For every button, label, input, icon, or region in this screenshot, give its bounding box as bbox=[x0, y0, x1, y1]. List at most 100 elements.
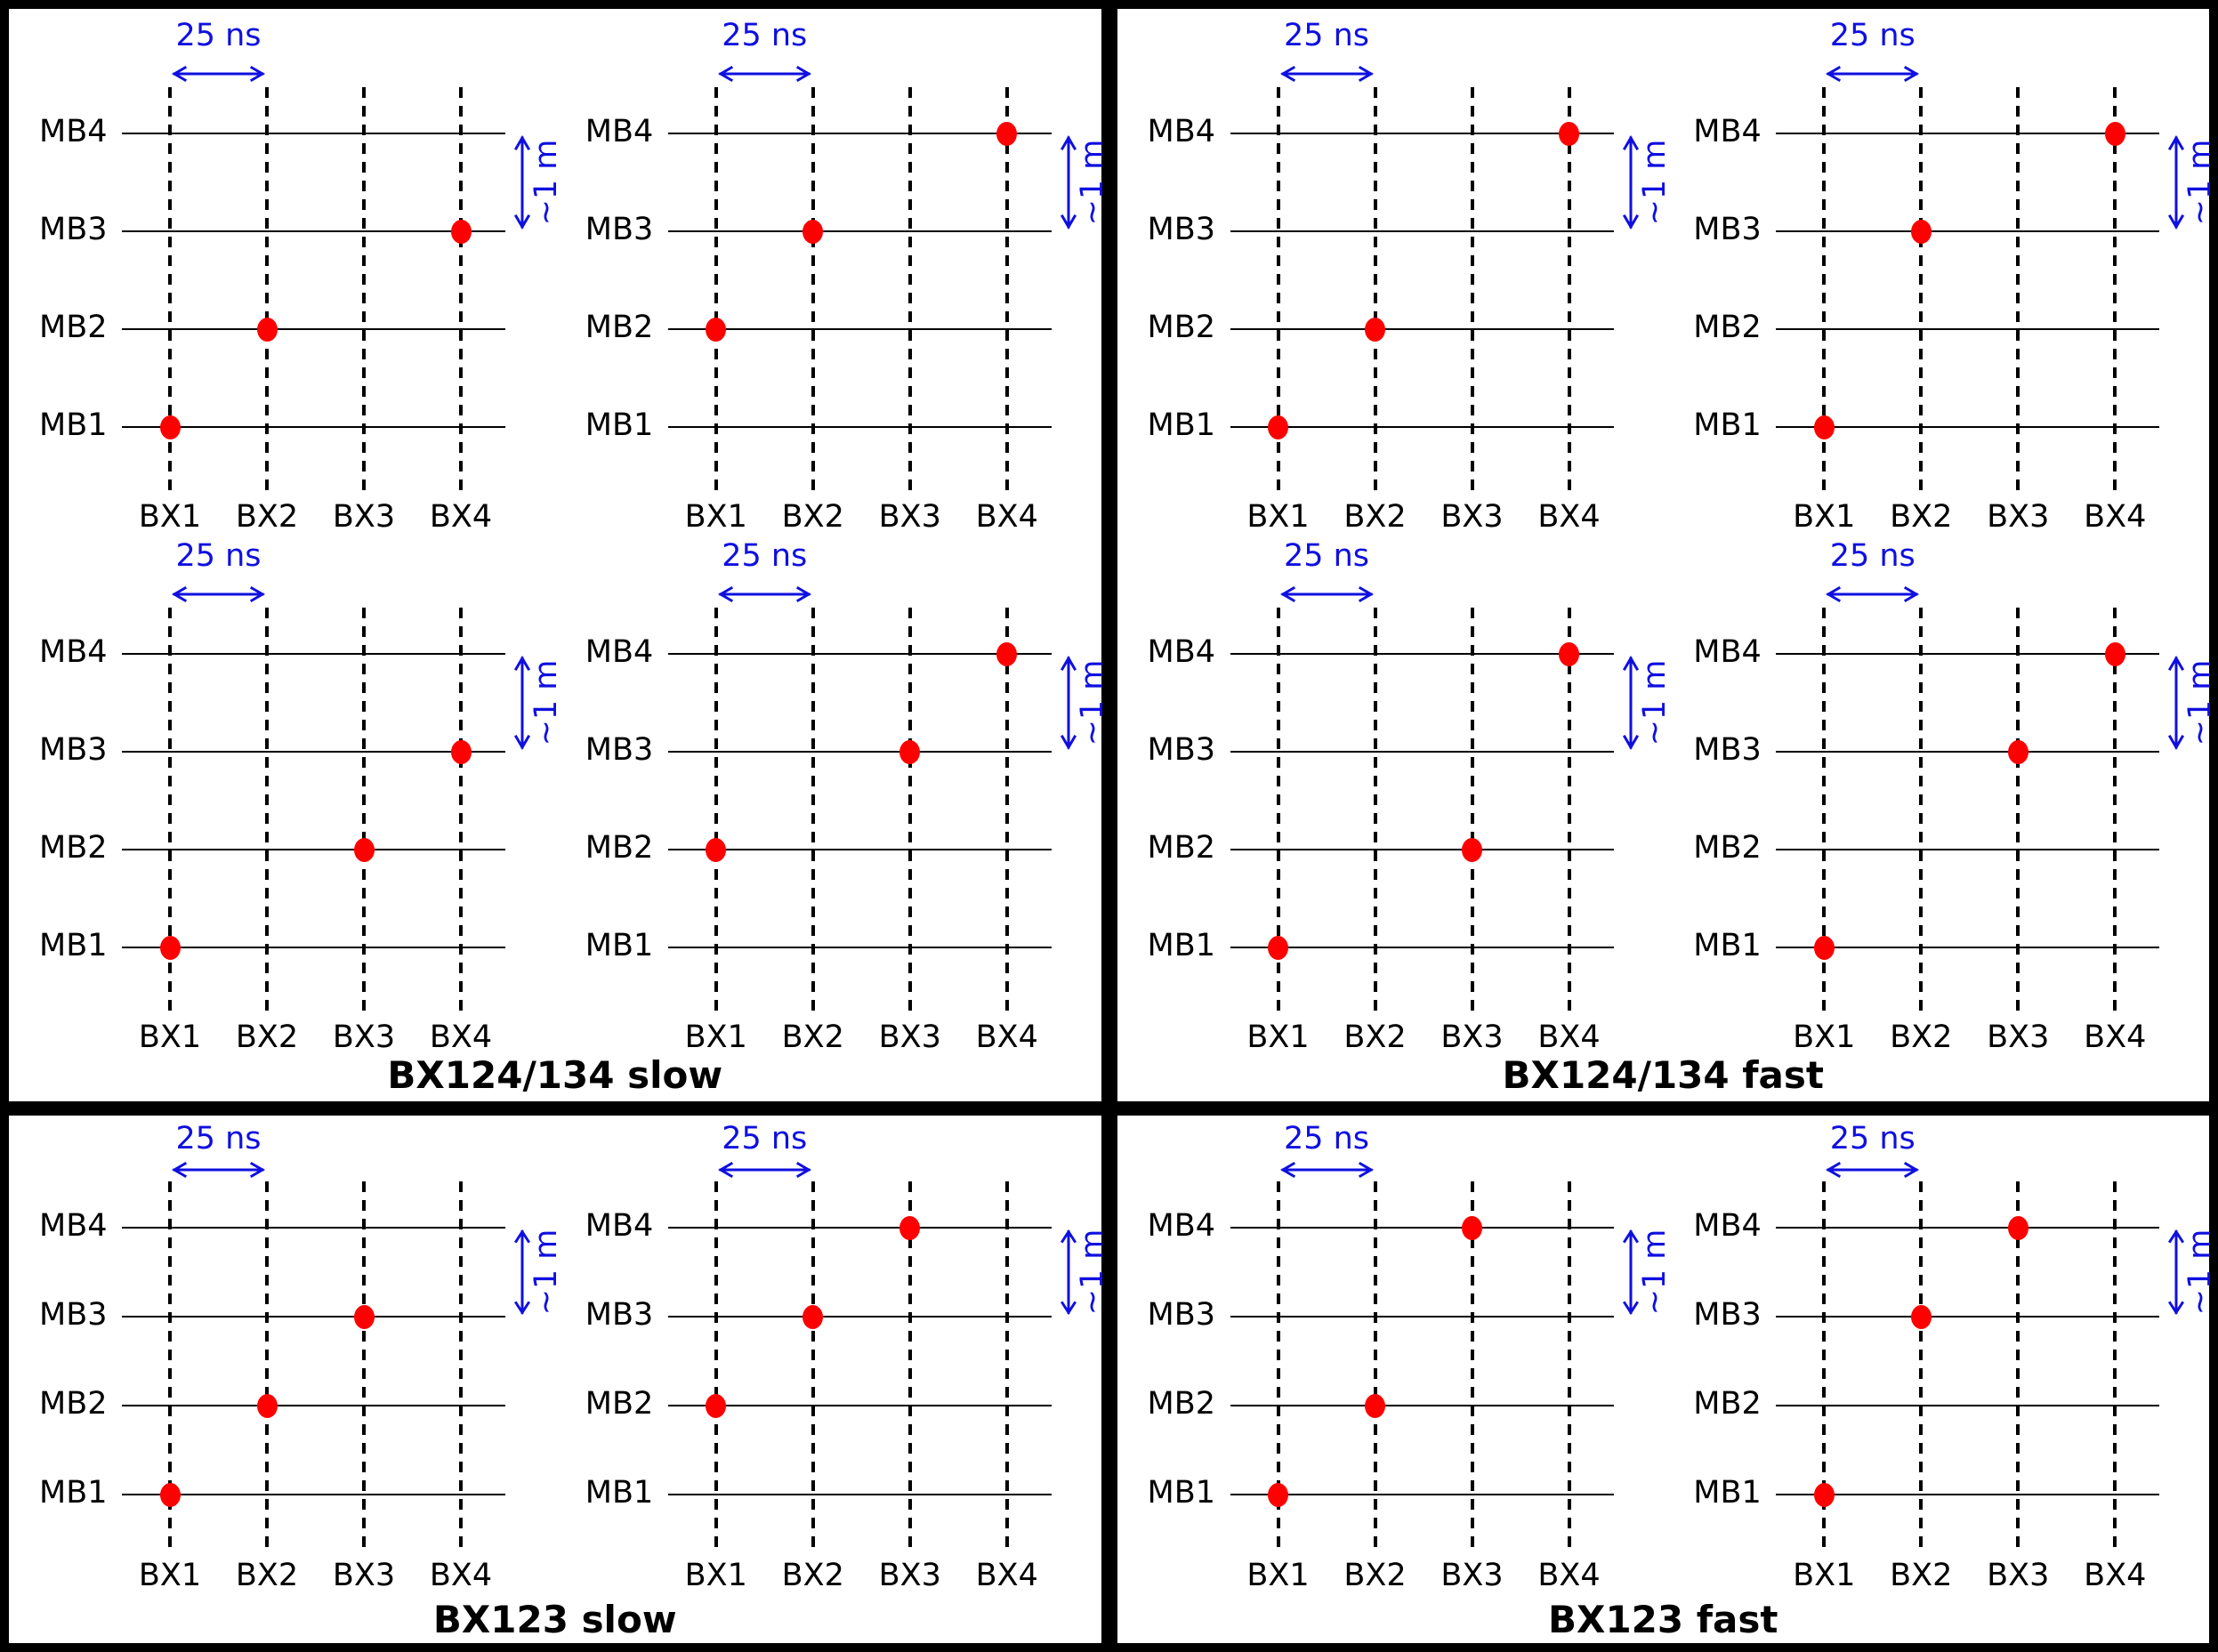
mb3-axis-label: MB3 bbox=[1693, 732, 1762, 768]
mb3-axis-label: MB3 bbox=[39, 732, 108, 768]
panel-bx123-fast: 25 ns MB4 MB3 MB2 MB1 BX1 BX2 BX3 BX4 ~1… bbox=[1117, 1116, 2218, 1643]
subplot-grid: 25 ns MB4 MB3 MB2 MB1 BX1 BX2 BX3 BX4 ~1… bbox=[9, 9, 1110, 1054]
mb1-station-line bbox=[1776, 426, 2160, 428]
distance-scale-arrow-icon bbox=[1060, 1229, 1077, 1316]
mb2-axis-label: MB2 bbox=[585, 310, 654, 345]
mb1-station-line bbox=[1776, 947, 2160, 948]
mb4-axis-label: MB4 bbox=[39, 1208, 108, 1244]
mb1-station-line bbox=[122, 426, 505, 428]
hit-dot-bx3-mb3 bbox=[899, 739, 921, 764]
mb4-axis-label: MB4 bbox=[585, 114, 654, 149]
mb3-station-line bbox=[1776, 751, 2160, 753]
mb4-axis-label: MB4 bbox=[1693, 1208, 1762, 1244]
bx4-axis-label: BX4 bbox=[2084, 499, 2147, 535]
plot-area: MB4 MB3 MB2 MB1 BX1 BX2 BX3 BX4 bbox=[555, 1116, 1101, 1596]
mb4-axis-label: MB4 bbox=[1693, 114, 1762, 149]
time-scale-arrow-icon bbox=[172, 585, 265, 603]
bx1-axis-label: BX1 bbox=[1246, 499, 1310, 535]
bx2-axis-label: BX2 bbox=[235, 499, 299, 535]
bx3-axis-label: BX3 bbox=[1440, 1019, 1504, 1055]
mb1-axis-label: MB1 bbox=[585, 407, 654, 443]
plot-area: MB4 MB3 MB2 MB1 BX1 BX2 BX3 BX4 bbox=[1117, 9, 1664, 534]
bx4-axis-label: BX4 bbox=[975, 1558, 1038, 1593]
mb3-axis-label: MB3 bbox=[1693, 212, 1762, 247]
hit-dot-bx1-mb1 bbox=[1813, 935, 1835, 960]
bx1-axis-label: BX1 bbox=[684, 1558, 747, 1593]
hit-dot-bx1-mb2 bbox=[706, 1393, 727, 1418]
mb3-station-line bbox=[1776, 1316, 2160, 1318]
mb2-station-line bbox=[1776, 849, 2160, 850]
bx4-axis-label: BX4 bbox=[975, 499, 1038, 535]
mb1-axis-label: MB1 bbox=[585, 928, 654, 963]
bx2-axis-label: BX2 bbox=[235, 1558, 299, 1593]
plot-area: MB4 MB3 MB2 MB1 BX1 BX2 BX3 BX4 bbox=[1663, 9, 2209, 534]
bx2-gridline bbox=[811, 1181, 815, 1551]
mb2-station-line bbox=[122, 328, 505, 330]
mb3-axis-label: MB3 bbox=[1147, 1297, 1215, 1333]
bx4-gridline bbox=[1567, 87, 1571, 495]
time-scale-label: 25 ns bbox=[1829, 18, 1916, 53]
mb3-axis-label: MB3 bbox=[39, 1297, 108, 1333]
panel-bx123-slow: 25 ns MB4 MB3 MB2 MB1 BX1 BX2 BX3 BX4 ~1… bbox=[9, 1116, 1110, 1643]
mb4-station-line bbox=[1776, 133, 2160, 134]
bx4-axis-label: BX4 bbox=[1537, 1558, 1601, 1593]
mb1-station-line bbox=[667, 947, 1052, 948]
time-scale-arrow-icon bbox=[172, 65, 265, 83]
distance-scale-arrow-icon bbox=[513, 656, 531, 750]
bx4-gridline bbox=[459, 1181, 463, 1551]
mb1-station-line bbox=[1230, 426, 1614, 428]
bx2-axis-label: BX2 bbox=[781, 1558, 844, 1593]
bx2-axis-label: BX2 bbox=[1343, 499, 1407, 535]
bx4-axis-label: BX4 bbox=[975, 1019, 1038, 1055]
bx4-axis-label: BX4 bbox=[429, 1558, 493, 1593]
distance-scale-label: ~1 m bbox=[1074, 659, 1110, 746]
mb4-station-line bbox=[667, 133, 1052, 134]
panel-title: BX124/134 slow bbox=[387, 1053, 723, 1097]
distance-scale-arrow-icon bbox=[1060, 656, 1077, 750]
bx3-gridline bbox=[907, 608, 912, 1015]
time-scale-arrow-icon bbox=[1279, 1161, 1374, 1179]
hit-dot-bx4-mb3 bbox=[450, 219, 472, 244]
mb2-station-line bbox=[1776, 1405, 2160, 1406]
bx1-gridline bbox=[714, 608, 718, 1015]
mb3-station-line bbox=[122, 1316, 505, 1318]
mb4-axis-label: MB4 bbox=[39, 634, 108, 670]
mb2-axis-label: MB2 bbox=[39, 830, 108, 866]
bx3-gridline bbox=[362, 1181, 366, 1551]
hit-dot-bx1-mb1 bbox=[159, 935, 181, 960]
bx1-gridline bbox=[1822, 608, 1827, 1015]
mb3-axis-label: MB3 bbox=[585, 1297, 654, 1333]
distance-scale-label: ~1 m bbox=[2182, 1229, 2218, 1316]
time-scale-label: 25 ns bbox=[722, 18, 808, 53]
bx3-gridline bbox=[1470, 87, 1474, 495]
plot-area: MB4 MB3 MB2 MB1 BX1 BX2 BX3 BX4 bbox=[1663, 1116, 2209, 1596]
bx1-axis-label: BX1 bbox=[1246, 1019, 1310, 1055]
mb2-axis-label: MB2 bbox=[585, 1386, 654, 1422]
hit-dot-bx3-mb3 bbox=[2007, 739, 2028, 764]
mb4-station-line bbox=[122, 133, 505, 134]
mb2-axis-label: MB2 bbox=[1693, 830, 1762, 866]
bx3-axis-label: BX3 bbox=[878, 1558, 941, 1593]
mb4-axis-label: MB4 bbox=[585, 634, 654, 670]
bx2-axis-label: BX2 bbox=[1890, 499, 1953, 535]
subplot-bx123-slow-2: 25 ns MB4 MB3 MB2 MB1 BX1 BX2 BX3 BX4 ~1… bbox=[555, 1116, 1110, 1596]
mb1-axis-label: MB1 bbox=[1693, 407, 1762, 443]
mb2-station-line bbox=[667, 1405, 1052, 1406]
bx3-axis-label: BX3 bbox=[1440, 1558, 1504, 1593]
mb4-station-line bbox=[122, 1227, 505, 1229]
hit-dot-bx3-mb4 bbox=[899, 1215, 921, 1240]
mb3-station-line bbox=[667, 751, 1052, 753]
bx4-gridline bbox=[1004, 608, 1009, 1015]
mb1-axis-label: MB1 bbox=[1693, 928, 1762, 963]
hit-dot-bx1-mb1 bbox=[1268, 935, 1288, 960]
hit-dot-bx1-mb1 bbox=[1813, 415, 1835, 439]
mb3-axis-label: MB3 bbox=[1693, 1297, 1762, 1333]
hit-dot-bx4-mb4 bbox=[1559, 641, 1579, 666]
panel-title: BX124/134 fast bbox=[1502, 1053, 1824, 1097]
bx4-gridline bbox=[2113, 87, 2117, 495]
bx4-axis-label: BX4 bbox=[1537, 1019, 1601, 1055]
panel-bx124-134-slow: 25 ns MB4 MB3 MB2 MB1 BX1 BX2 BX3 BX4 ~1… bbox=[9, 9, 1110, 1101]
time-scale-arrow-icon bbox=[1826, 65, 1920, 83]
mb2-axis-label: MB2 bbox=[1693, 1386, 1762, 1422]
